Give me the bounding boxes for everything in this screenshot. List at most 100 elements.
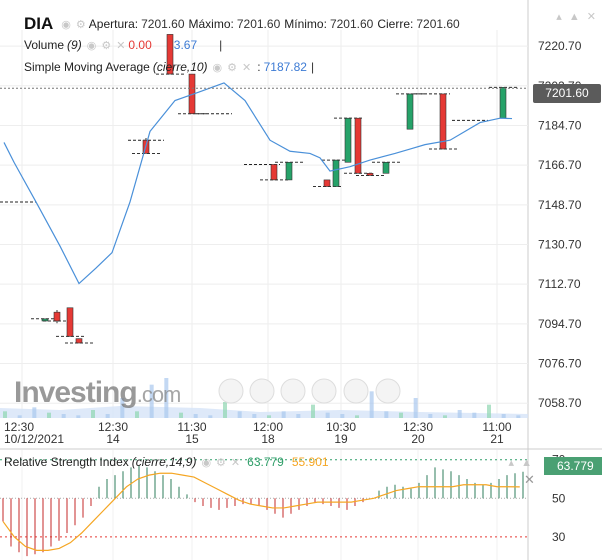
volume-bar <box>223 402 227 418</box>
chart-header: DIA ◉ ⚙ Apertura: 7201.60 Máximo: 7201.6… <box>0 0 540 90</box>
time-tick-sublabel: 21 <box>490 432 504 446</box>
time-tick-label: 12:30 <box>4 420 34 434</box>
close-value: 7201.60 <box>416 17 460 31</box>
high-label: Máximo: <box>188 17 234 31</box>
candle-body <box>270 164 278 181</box>
volume-param: (9) <box>67 38 82 52</box>
volume-bar <box>443 415 447 418</box>
volume-bar <box>135 411 139 418</box>
volume-divider: | <box>219 38 223 52</box>
symbol-title: DIA <box>24 14 54 33</box>
current-price-tag: 7201.60 <box>533 84 601 103</box>
volume-bar <box>208 415 213 418</box>
eye-icon[interactable]: ◉ <box>201 456 213 469</box>
open-label: Apertura: <box>88 17 139 31</box>
price-tick-label: 7220.70 <box>538 39 582 53</box>
sma-label: Simple Moving Average <box>24 60 150 74</box>
volume-bar <box>311 404 315 418</box>
close-icon[interactable]: ✕ <box>116 39 127 52</box>
candle-body <box>53 311 61 322</box>
time-tick-sublabel: 15 <box>185 432 199 446</box>
price-tick-label: 7076.70 <box>538 357 582 371</box>
volume-bars <box>0 378 528 418</box>
volume-bar <box>252 414 257 418</box>
settings-icon[interactable]: ⚙ <box>227 61 239 74</box>
candle-body <box>406 93 414 130</box>
volume-bar <box>501 414 506 418</box>
volume-bar <box>120 398 125 418</box>
eye-icon[interactable]: ◉ <box>61 18 72 31</box>
volume-bar <box>516 415 521 418</box>
candle-body <box>332 159 340 187</box>
volume-bar <box>355 415 359 418</box>
rsi-tick-label: 30 <box>552 530 566 544</box>
rsi-current-tag: 63.779 <box>544 457 602 475</box>
volume-bar <box>179 412 183 418</box>
eye-icon[interactable]: ◉ <box>212 61 224 74</box>
rsi-tick-label: 50 <box>552 491 566 505</box>
close-icon[interactable]: ✕ <box>242 61 253 74</box>
eye-icon[interactable]: ◉ <box>86 39 98 52</box>
candle-body <box>366 172 374 176</box>
time-tick-label: 12:30 <box>403 420 433 434</box>
candle-body <box>344 117 352 163</box>
toolbar-button <box>249 378 275 404</box>
price-axis: 7220.707202.707184.707166.707148.707130.… <box>538 39 582 410</box>
volume-bar <box>32 407 37 418</box>
volume-bar <box>325 412 330 418</box>
volume-bar <box>3 411 7 418</box>
toolbar-button <box>218 378 244 404</box>
price-tick-label: 7112.70 <box>538 277 581 291</box>
time-tick-label: 11:30 <box>177 420 206 434</box>
time-tick-sublabel: 20 <box>411 432 425 446</box>
investing-logo: Investing.com <box>14 376 181 409</box>
chart-corner-tools[interactable]: ▴ ▲ ✕ <box>556 11 598 23</box>
toolbar-button <box>280 378 306 404</box>
candle-body <box>285 161 293 181</box>
candle-body <box>354 117 362 174</box>
sma-series-line <box>3 82 513 285</box>
rsi-header: Relative Strength Index (cierre,14,9) ◉ … <box>4 455 333 469</box>
volume-bar <box>428 414 433 418</box>
candle-body <box>75 338 83 344</box>
close-label: Cierre: <box>377 17 414 31</box>
volume-bar <box>384 411 389 418</box>
time-tick-label: 12:30 <box>98 420 128 434</box>
time-tick-label: 11:00 <box>482 420 511 434</box>
volume-bar <box>237 411 242 418</box>
volume-bar <box>369 391 374 418</box>
settings-icon[interactable]: ⚙ <box>75 18 87 31</box>
volume-bar <box>340 414 345 418</box>
price-tick-label: 7058.70 <box>538 396 582 410</box>
time-tick-sublabel: 18 <box>261 432 275 446</box>
rsi-param: (cierre,14,9) <box>131 455 197 469</box>
price-tick-label: 7184.70 <box>538 118 582 132</box>
volume-bar <box>267 415 271 418</box>
volume-bar <box>17 415 22 418</box>
sma-row: Simple Moving Average (cierre,10) ◉ ⚙ ✕ … <box>24 60 314 74</box>
settings-icon[interactable]: ⚙ <box>101 39 113 52</box>
volume-bar <box>164 378 169 418</box>
price-tick-label: 7166.70 <box>538 158 582 172</box>
rsi-corner-tools[interactable]: ▴ ▲ <box>508 457 534 469</box>
volume-bar <box>91 410 95 418</box>
volume-bar <box>472 412 477 418</box>
volume-bar <box>457 410 462 418</box>
candle-body <box>323 179 331 187</box>
rsi-close-icon[interactable]: ✕ <box>524 472 535 487</box>
time-tick-sublabel: 14 <box>106 432 120 446</box>
candle-body <box>66 307 74 337</box>
close-icon[interactable]: ✕ <box>230 456 242 469</box>
low-label: Mínimo: <box>284 17 327 31</box>
volume-bar <box>149 384 154 418</box>
sma-divider-2: | <box>310 60 315 74</box>
volume-bar <box>296 414 301 418</box>
settings-icon[interactable]: ⚙ <box>216 456 227 469</box>
volume-row: Volume (9) ◉ ⚙ ✕ 0.00 3.67 | <box>24 38 222 52</box>
sma-param: (cierre,10) <box>152 60 208 74</box>
toolbar-button <box>343 378 369 404</box>
toolbar-button <box>311 378 337 404</box>
chart-toolbar[interactable] <box>218 378 401 404</box>
